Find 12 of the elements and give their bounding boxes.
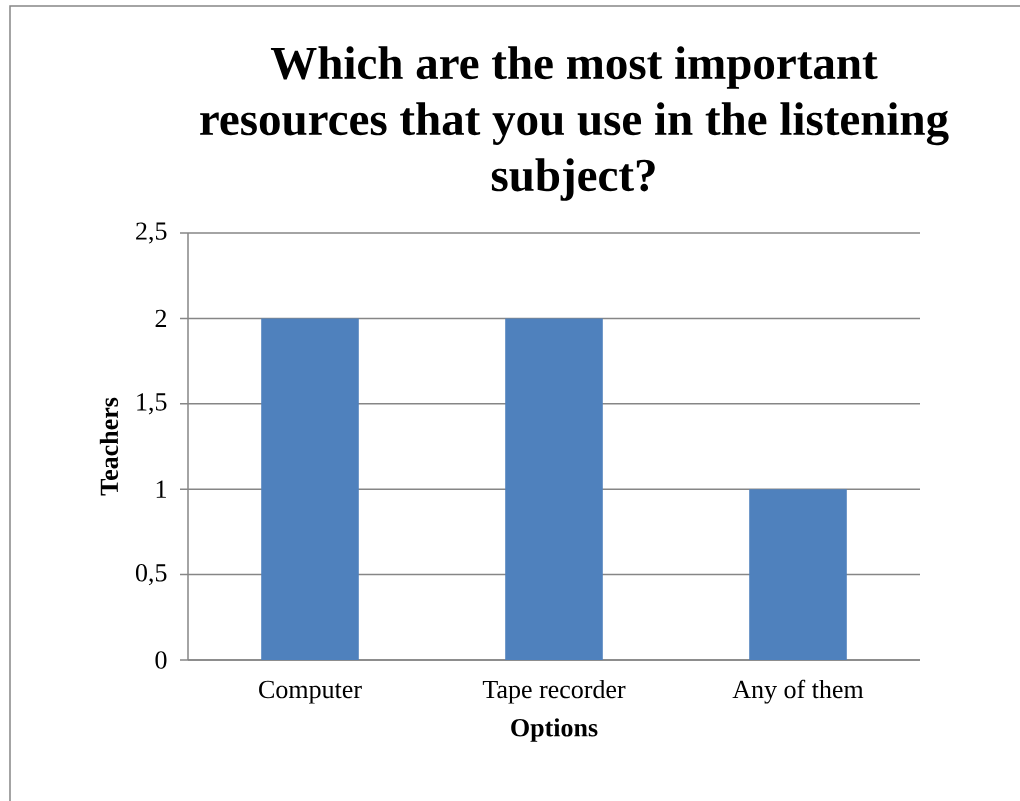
x-tick-label: Any of them — [732, 679, 864, 704]
x-tick-label: Tape recorder — [482, 679, 626, 704]
y-tick-label: 1 — [156, 480, 166, 498]
y-tick-label: 1,5 — [137, 393, 167, 415]
x-axis-title: Options — [511, 718, 598, 742]
y-tick-label: 2,5 — [136, 222, 167, 244]
y-tick-label: 0 — [155, 651, 167, 669]
y-axis-title: Teachers — [99, 397, 119, 496]
chart-title: Which are the most important resources that you use in the listening subject? — [200, 46, 949, 201]
y-tick-label: 0,5 — [135, 563, 167, 586]
y-tick-label: 2 — [155, 309, 167, 328]
x-tick-label: Computer — [259, 680, 362, 704]
